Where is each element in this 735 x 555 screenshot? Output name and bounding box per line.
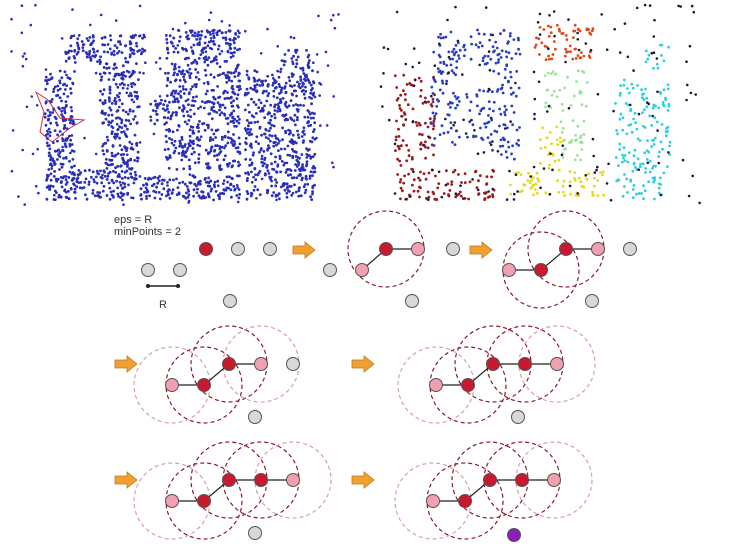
core-point (197, 378, 211, 392)
unvisited-point (173, 263, 187, 277)
raw-point-cloud (10, 3, 340, 206)
core-point (197, 494, 211, 508)
unvisited-point (248, 410, 262, 424)
border-point (426, 494, 440, 508)
step-arrow (351, 355, 375, 373)
core-point (222, 473, 236, 487)
cluster-trace (34, 90, 86, 143)
core-point (515, 473, 529, 487)
noise-point (507, 528, 521, 542)
unvisited-point (231, 242, 245, 256)
border-point (411, 242, 425, 256)
step-arrow (469, 241, 493, 259)
step-arrow (114, 471, 138, 489)
core-point (559, 242, 573, 256)
border-point (355, 263, 369, 277)
minpoints-label: minPoints = 2 (114, 226, 181, 238)
radius-scale-end (176, 284, 180, 288)
core-point (222, 357, 236, 371)
unvisited-point (405, 294, 419, 308)
clustered-point-cloud (379, 3, 701, 205)
radius-scale-end (146, 284, 150, 288)
border-point (165, 494, 179, 508)
unvisited-point (446, 242, 460, 256)
unvisited-point (585, 294, 599, 308)
eps-label: eps = R (114, 214, 153, 226)
border-point (550, 357, 564, 371)
unvisited-point (223, 294, 237, 308)
unvisited-point (141, 263, 155, 277)
core-point (483, 473, 497, 487)
core-point (518, 357, 532, 371)
unvisited-point (248, 526, 262, 540)
unvisited-point (286, 357, 300, 371)
border-point (286, 473, 300, 487)
unvisited-point (323, 263, 337, 277)
core-point (534, 263, 548, 277)
step-arrow (114, 355, 138, 373)
core-point (461, 378, 475, 392)
border-point (547, 473, 561, 487)
border-point (502, 263, 516, 277)
core-point (254, 473, 268, 487)
unvisited-point (511, 410, 525, 424)
unvisited-point (263, 242, 277, 256)
border-point (429, 378, 443, 392)
core-point (458, 494, 472, 508)
border-point (254, 357, 268, 371)
radius-label: R (159, 299, 167, 311)
scatter-panels (10, 3, 701, 206)
unvisited-point (623, 242, 637, 256)
step-arrow (351, 471, 375, 489)
core-point (486, 357, 500, 371)
step-arrow (292, 241, 316, 259)
core-point (379, 242, 393, 256)
border-point (165, 378, 179, 392)
border-point (591, 242, 605, 256)
seed-point (199, 242, 213, 256)
